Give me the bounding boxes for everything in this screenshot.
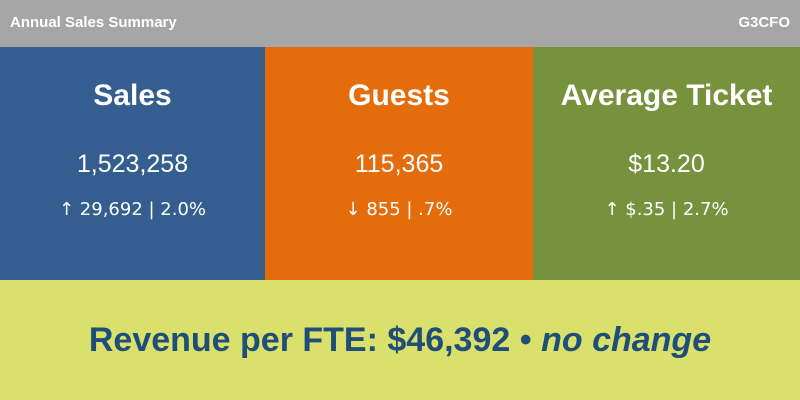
card-change: ↑ 29,692 | 2.0%: [58, 199, 207, 220]
card-change: ↑ $.35 | 2.7%: [604, 199, 729, 220]
header-title: Annual Sales Summary: [10, 14, 177, 31]
kpi-card: Guests 115,365 ↓ 855 | .7%: [265, 47, 533, 280]
card-value: $13.20: [628, 150, 705, 178]
card-title: Average Ticket: [560, 79, 773, 112]
card-value: 1,523,258: [76, 150, 189, 178]
header: Annual Sales Summary G3CFO: [0, 0, 800, 47]
brand: G3CFO: [738, 14, 790, 31]
footer-banner: Revenue per FTE: $46,392 • no change: [0, 280, 800, 400]
card-change: ↓ 855 | .7%: [345, 199, 453, 220]
footer-label: Revenue per FTE: $46,392: [88, 321, 511, 359]
footer-note: no change: [541, 321, 712, 359]
footer-separator: •: [519, 321, 532, 359]
card-title: Sales: [93, 79, 172, 112]
kpi-card: Average Ticket $13.20 ↑ $.35 | 2.7%: [533, 47, 800, 280]
kpi-card: Sales 1,523,258 ↑ 29,692 | 2.0%: [0, 47, 265, 280]
card-title: Guests: [348, 79, 450, 112]
card-value: 115,365: [354, 150, 444, 178]
